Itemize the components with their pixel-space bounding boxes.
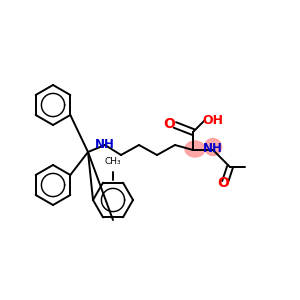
Text: O: O — [163, 117, 175, 131]
Text: NH: NH — [203, 142, 223, 154]
Text: CH₃: CH₃ — [105, 157, 121, 166]
Ellipse shape — [185, 141, 205, 157]
Text: OH: OH — [202, 113, 224, 127]
Text: O: O — [217, 176, 229, 190]
Text: NH: NH — [95, 137, 115, 151]
Ellipse shape — [205, 139, 221, 155]
